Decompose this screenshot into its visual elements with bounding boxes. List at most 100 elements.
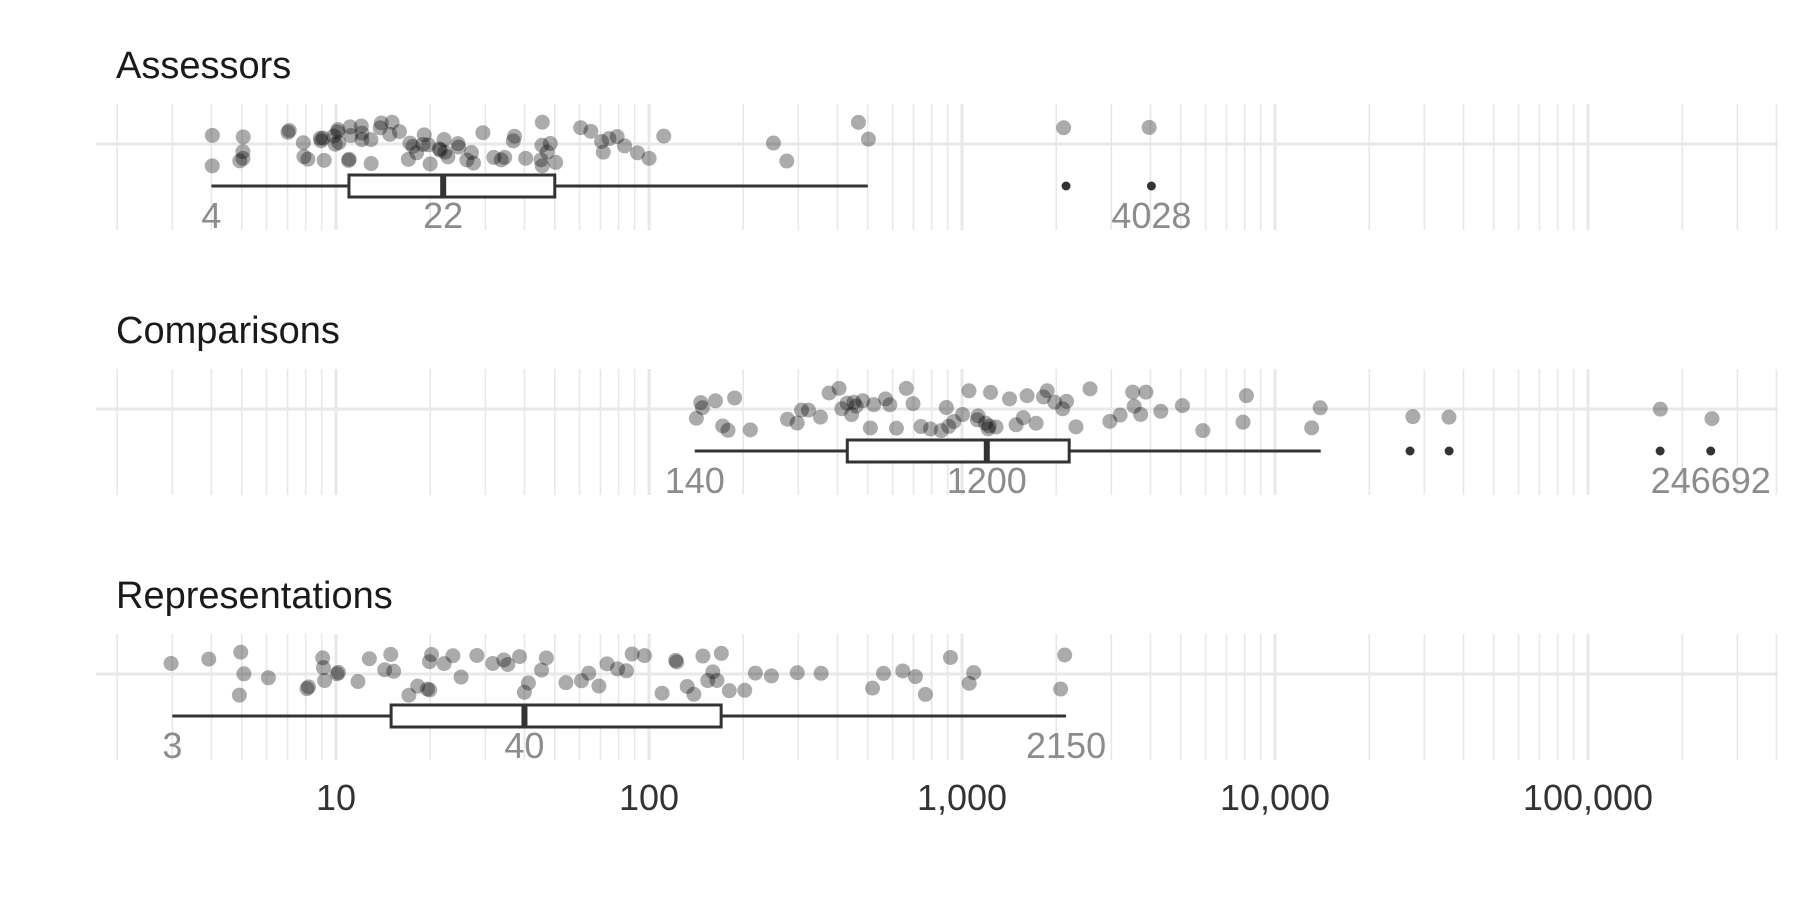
data-point	[591, 678, 607, 694]
data-point	[405, 138, 421, 154]
data-point	[1035, 389, 1051, 405]
box-iqr	[347, 173, 557, 199]
data-point	[463, 144, 479, 160]
data-point	[204, 158, 220, 174]
data-point	[327, 136, 343, 152]
value-label: 22	[423, 195, 463, 236]
chart-panels: Assessors 4 22 4028 Comparisons 140 1200 246692…	[116, 45, 1771, 766]
panel-grid	[96, 104, 1778, 230]
data-point	[1015, 410, 1031, 426]
data-point	[1056, 120, 1072, 136]
data-point	[1704, 411, 1720, 427]
data-point	[300, 151, 316, 167]
data-point	[839, 395, 855, 411]
data-point	[866, 397, 882, 413]
data-point	[363, 132, 379, 148]
data-point	[373, 115, 389, 131]
data-point	[465, 155, 481, 171]
data-point	[905, 396, 921, 412]
data-point	[436, 656, 452, 672]
data-point	[469, 647, 485, 663]
data-point	[715, 418, 731, 434]
data-point	[898, 380, 914, 396]
data-point	[609, 129, 625, 145]
panel-representations: Representations 3 40 2150	[116, 575, 1106, 766]
data-point	[1055, 401, 1071, 417]
data-point	[341, 151, 357, 167]
data-point	[317, 673, 333, 689]
value-label: 2150	[1026, 725, 1106, 766]
data-point	[236, 666, 252, 682]
data-point	[1002, 391, 1018, 407]
data-point	[882, 397, 898, 413]
data-point	[445, 648, 461, 664]
data-point	[377, 662, 393, 678]
data-point	[316, 152, 332, 168]
data-point	[534, 114, 550, 130]
data-point	[233, 644, 249, 660]
panel-grid	[96, 634, 1778, 760]
data-point	[877, 391, 893, 407]
data-point	[353, 118, 369, 134]
data-point	[860, 131, 876, 147]
data-point	[713, 645, 729, 661]
data-point	[163, 655, 179, 671]
x-tick-label: 10,000	[1220, 777, 1330, 818]
data-point	[595, 144, 611, 160]
data-point	[693, 395, 709, 411]
data-point	[542, 135, 558, 151]
data-point	[961, 675, 977, 691]
data-point	[235, 150, 251, 166]
data-point	[1235, 414, 1251, 430]
data-point	[538, 650, 554, 666]
data-point	[507, 128, 523, 144]
value-label: 246692	[1651, 460, 1771, 501]
data-point	[1304, 420, 1320, 436]
data-point	[846, 394, 862, 410]
data-point	[313, 133, 329, 149]
data-point	[1053, 681, 1069, 697]
data-point	[707, 393, 723, 409]
data-point	[922, 421, 938, 437]
data-point	[789, 415, 805, 431]
data-point	[1138, 384, 1154, 400]
data-point	[694, 400, 710, 416]
outlier-point	[1061, 181, 1071, 191]
data-point	[941, 418, 957, 434]
value-label: 3	[162, 725, 182, 766]
data-point	[779, 411, 795, 427]
data-point	[260, 670, 276, 686]
x-tick-label: 100,000	[1523, 777, 1653, 818]
data-point	[400, 151, 416, 167]
data-point	[747, 665, 763, 681]
data-point	[330, 664, 346, 680]
data-point	[573, 673, 589, 689]
data-point	[942, 649, 958, 665]
data-point	[955, 407, 971, 423]
panel-title: Assessors	[116, 45, 291, 87]
data-point	[534, 158, 550, 174]
data-point	[624, 646, 640, 662]
data-point	[1039, 383, 1055, 399]
data-point	[416, 127, 432, 143]
data-point	[601, 131, 617, 147]
data-point	[342, 119, 358, 135]
data-point	[235, 144, 251, 160]
data-point	[436, 132, 452, 148]
data-point	[1133, 406, 1149, 422]
data-point	[970, 408, 986, 424]
data-point	[917, 686, 933, 702]
data-point	[763, 668, 779, 684]
data-point	[794, 402, 810, 418]
data-point	[281, 122, 297, 138]
data-point	[720, 422, 736, 438]
data-point	[1405, 409, 1421, 425]
data-point	[669, 654, 685, 670]
data-point	[779, 153, 795, 169]
data-point	[1057, 647, 1073, 663]
data-point	[235, 129, 251, 145]
data-point	[895, 663, 911, 679]
data-point	[679, 678, 695, 694]
data-point	[966, 665, 982, 681]
data-point	[485, 655, 501, 671]
